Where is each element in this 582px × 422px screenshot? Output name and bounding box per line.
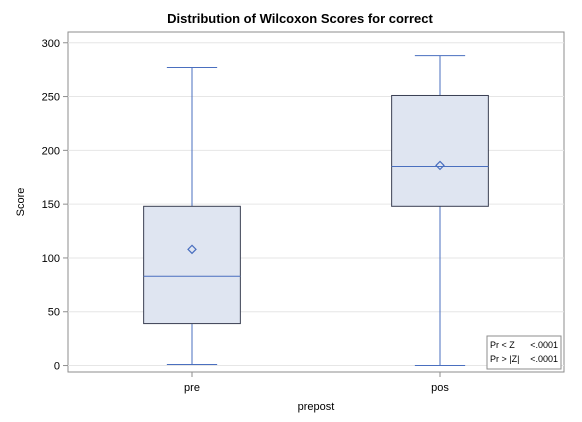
stat-inset: Pr < Z <.0001 Pr > |Z| <.0001 — [486, 335, 562, 370]
x-axis-label: prepost — [298, 401, 335, 413]
stat-inset-box — [486, 335, 562, 370]
y-tick-label: 150 — [42, 199, 60, 211]
chart-title: Distribution of Wilcoxon Scores for corr… — [167, 11, 433, 26]
iqr-box — [391, 94, 489, 207]
stat-label: Pr > |Z| — [490, 354, 519, 364]
y-tick-label: 100 — [42, 253, 60, 265]
y-axis-label: Score — [15, 188, 27, 217]
stat-value: <.0001 — [530, 340, 558, 350]
x-tick-label: pre — [184, 382, 200, 394]
y-tick-label: 300 — [42, 38, 60, 50]
plot-area-frame — [67, 31, 565, 373]
y-tick-label: 200 — [42, 145, 60, 157]
y-tick-label: 0 — [54, 361, 60, 373]
box-pre — [143, 67, 241, 365]
stat-label: Pr < Z — [490, 340, 515, 350]
x-axis: pre pos — [184, 372, 449, 394]
y-tick-label: 50 — [48, 307, 60, 319]
iqr-box — [143, 205, 241, 325]
y-axis: 0 50 100 150 200 250 300 — [42, 38, 68, 373]
x-tick-label: pos — [431, 382, 449, 394]
stat-value: <.0001 — [530, 354, 558, 364]
box-pos — [391, 55, 489, 367]
y-tick-label: 250 — [42, 92, 60, 104]
mean-marker — [435, 160, 445, 171]
box-plots — [143, 55, 489, 367]
mean-marker — [187, 244, 197, 255]
